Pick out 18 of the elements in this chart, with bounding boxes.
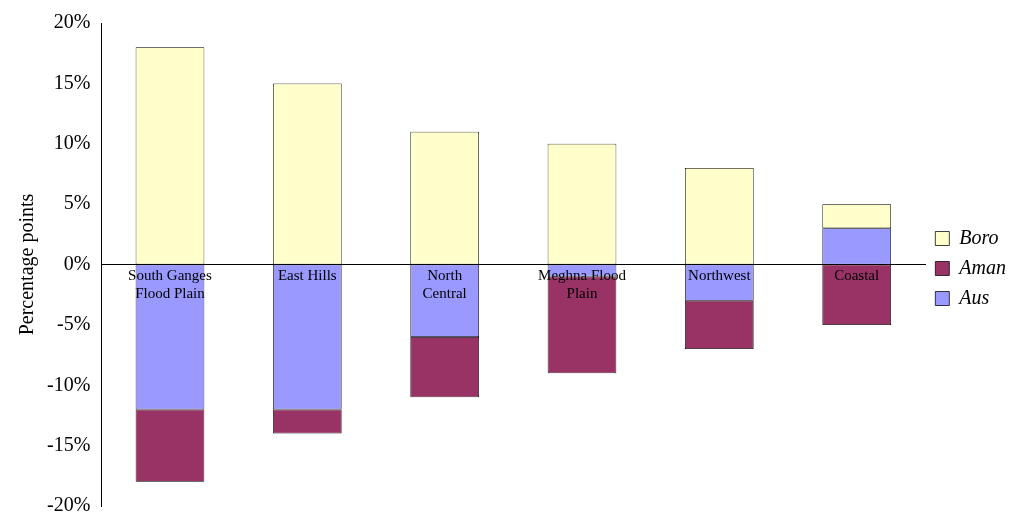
x-tick-label: East Hills: [277, 266, 337, 283]
y-tick-label: -15%: [46, 432, 91, 455]
y-tick-label: 20%: [53, 10, 91, 33]
y-axis-title: Percentage points: [15, 193, 39, 336]
x-tick-label: North Central: [422, 266, 467, 301]
y-tick-label: 15%: [53, 70, 91, 93]
y-tick-label: 0%: [63, 251, 91, 274]
legend-label: Boro: [959, 225, 999, 248]
legend-label: Aus: [957, 285, 990, 308]
y-tick-label: -20%: [46, 493, 91, 516]
x-tick-label: South Ganges Flood Plain: [128, 266, 213, 301]
y-tick-label: 10%: [53, 131, 91, 153]
y-tick-label: -5%: [56, 312, 91, 335]
x-tick-label: Northwest: [688, 266, 752, 283]
x-tick-label: Coastal: [834, 266, 880, 283]
legend-label: Aman: [957, 255, 1007, 278]
y-tick-label: 5%: [63, 191, 91, 214]
y-tick-label: -10%: [46, 372, 91, 395]
